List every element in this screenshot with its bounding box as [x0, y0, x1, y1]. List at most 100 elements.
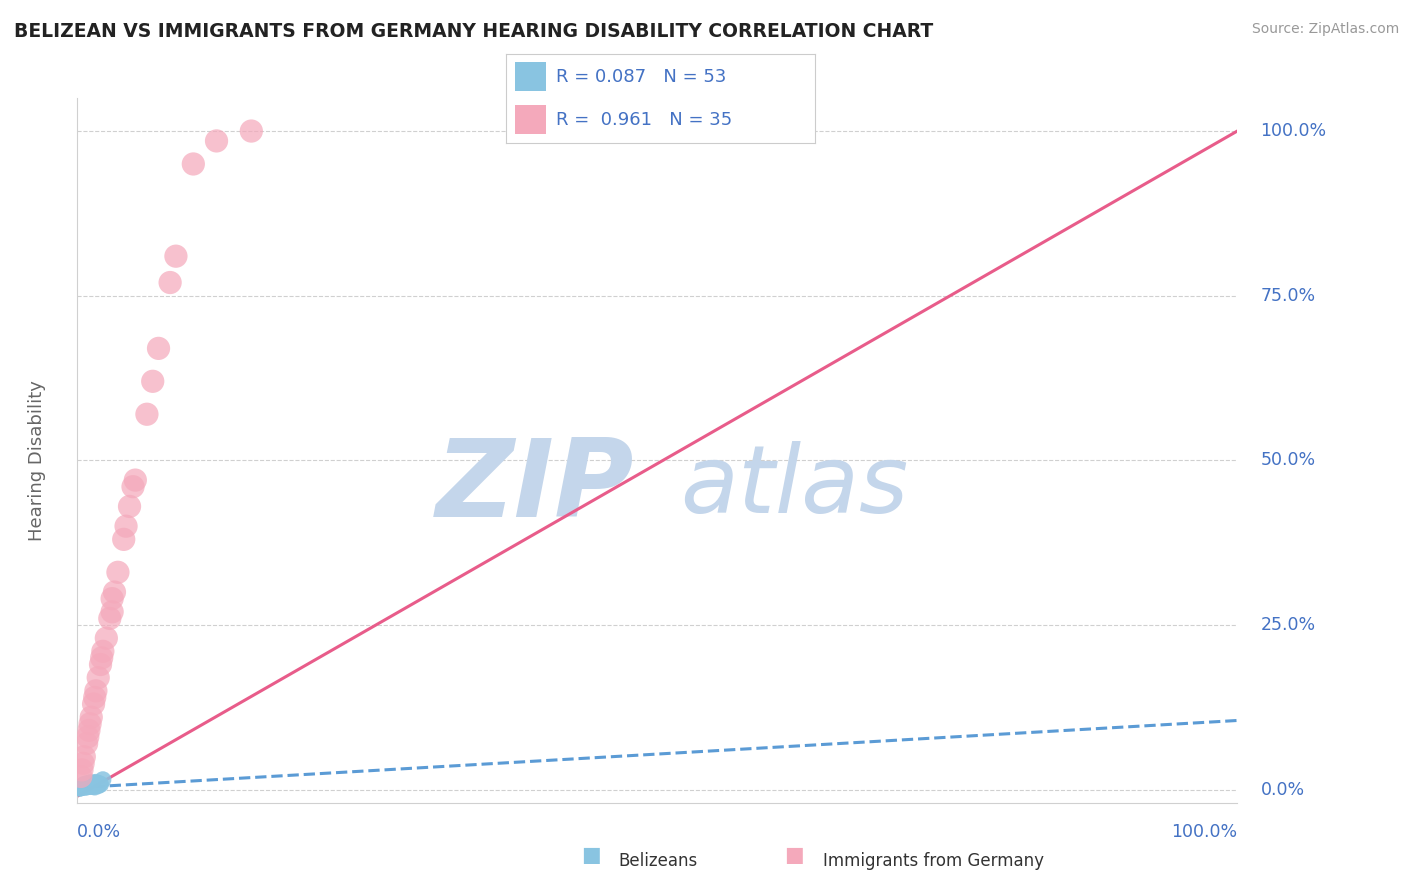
- Point: [83, 776, 105, 790]
- Point: [87, 671, 110, 685]
- Point: [82, 777, 104, 791]
- Text: ■: ■: [581, 846, 600, 865]
- Point: [69, 780, 91, 795]
- Point: [69, 781, 91, 796]
- Point: [122, 480, 145, 494]
- Point: [73, 779, 96, 793]
- Text: 100.0%: 100.0%: [1171, 822, 1237, 840]
- Text: R = 0.087   N = 53: R = 0.087 N = 53: [555, 68, 725, 86]
- Text: ZIP: ZIP: [436, 434, 634, 540]
- Bar: [516, 105, 547, 134]
- Point: [79, 716, 101, 731]
- Point: [75, 779, 97, 793]
- Point: [82, 778, 104, 792]
- Point: [183, 157, 205, 171]
- Point: [79, 779, 101, 793]
- Point: [98, 611, 121, 625]
- Text: 75.0%: 75.0%: [1261, 286, 1316, 305]
- Text: 100.0%: 100.0%: [1261, 122, 1327, 140]
- Point: [142, 374, 165, 388]
- Point: [72, 756, 94, 771]
- Point: [101, 591, 124, 606]
- Point: [82, 777, 104, 791]
- Point: [84, 683, 107, 698]
- Text: R =  0.961   N = 35: R = 0.961 N = 35: [555, 111, 733, 128]
- Text: 0.0%: 0.0%: [1261, 780, 1305, 798]
- Text: ■: ■: [785, 846, 804, 865]
- Point: [240, 124, 263, 138]
- Point: [101, 605, 124, 619]
- Point: [76, 779, 98, 793]
- Point: [69, 780, 91, 795]
- Point: [76, 778, 98, 792]
- Point: [72, 780, 94, 794]
- Bar: [516, 62, 547, 91]
- Point: [136, 407, 159, 421]
- Point: [72, 779, 94, 793]
- Text: Hearing Disability: Hearing Disability: [28, 380, 46, 541]
- Point: [159, 276, 181, 290]
- Point: [103, 585, 125, 599]
- Point: [90, 657, 111, 672]
- Point: [70, 780, 93, 794]
- Point: [77, 780, 100, 794]
- Point: [83, 780, 105, 794]
- Point: [83, 780, 105, 794]
- Text: Belizeans: Belizeans: [619, 852, 697, 870]
- Text: BELIZEAN VS IMMIGRANTS FROM GERMANY HEARING DISABILITY CORRELATION CHART: BELIZEAN VS IMMIGRANTS FROM GERMANY HEAR…: [14, 22, 934, 41]
- Point: [76, 777, 98, 791]
- Point: [124, 473, 146, 487]
- Point: [84, 775, 107, 789]
- Point: [70, 780, 93, 794]
- Point: [73, 778, 96, 792]
- Point: [77, 777, 100, 791]
- Point: [77, 777, 100, 791]
- Point: [70, 780, 93, 794]
- Point: [76, 779, 98, 793]
- Point: [69, 780, 91, 795]
- Point: [76, 780, 98, 794]
- Point: [79, 776, 101, 790]
- Point: [80, 776, 103, 790]
- Point: [76, 777, 98, 791]
- Text: 25.0%: 25.0%: [1261, 616, 1316, 634]
- Point: [148, 342, 170, 356]
- Point: [205, 134, 228, 148]
- Text: atlas: atlas: [681, 442, 908, 533]
- Point: [69, 780, 91, 794]
- Point: [76, 780, 98, 794]
- Point: [75, 778, 97, 792]
- Point: [107, 566, 129, 580]
- Point: [76, 737, 98, 751]
- Point: [91, 772, 114, 787]
- Point: [118, 500, 141, 514]
- Point: [76, 777, 98, 791]
- Point: [77, 778, 100, 792]
- Point: [79, 776, 101, 790]
- Point: [76, 730, 98, 744]
- Text: Immigrants from Germany: Immigrants from Germany: [823, 852, 1043, 870]
- Point: [73, 777, 96, 791]
- Point: [83, 690, 105, 705]
- Point: [86, 778, 108, 792]
- Point: [73, 780, 96, 794]
- Point: [83, 778, 105, 792]
- Point: [75, 780, 97, 794]
- Point: [73, 749, 96, 764]
- Point: [69, 769, 91, 783]
- Point: [90, 777, 111, 791]
- Text: 50.0%: 50.0%: [1261, 451, 1316, 469]
- Point: [115, 519, 138, 533]
- Point: [112, 533, 135, 547]
- Point: [89, 777, 111, 791]
- Point: [80, 780, 103, 794]
- Point: [80, 710, 103, 724]
- Point: [83, 777, 105, 791]
- Point: [77, 723, 100, 738]
- Point: [87, 779, 110, 793]
- Point: [91, 644, 114, 658]
- Point: [80, 777, 103, 791]
- Point: [72, 779, 94, 793]
- Point: [96, 631, 118, 645]
- Text: 0.0%: 0.0%: [77, 822, 121, 840]
